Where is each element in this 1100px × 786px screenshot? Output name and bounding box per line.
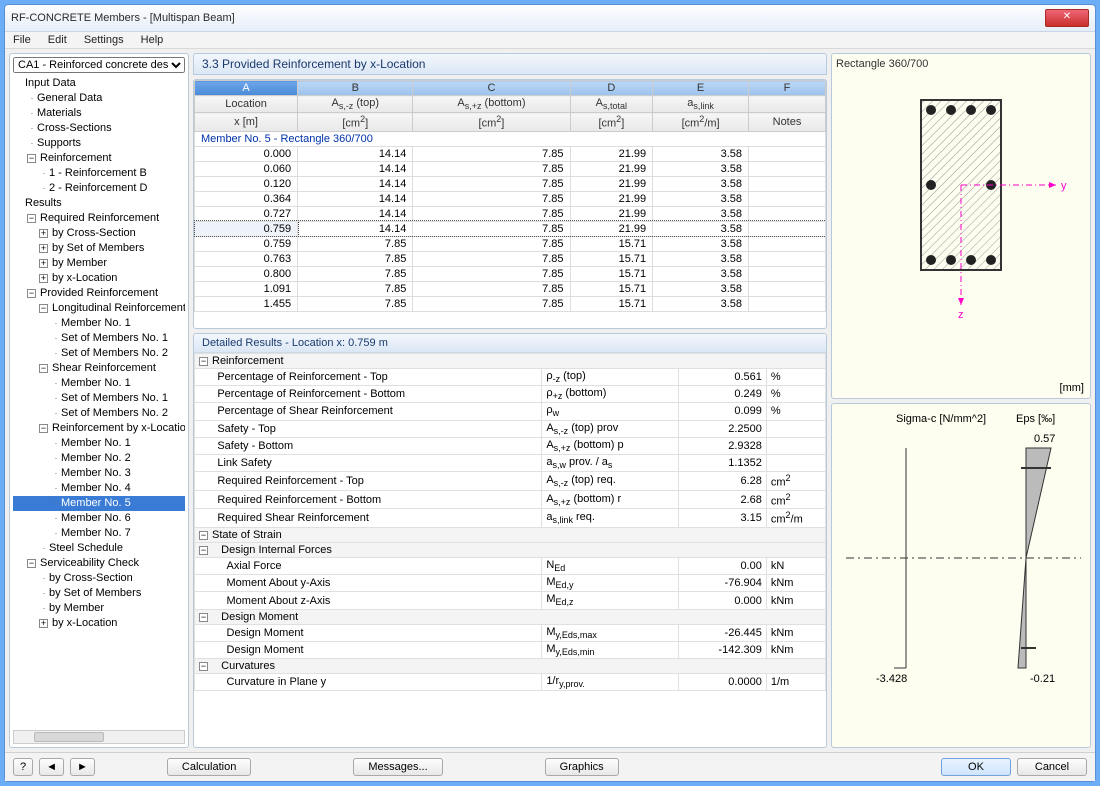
details-table[interactable]: −Reinforcement Percentage of Reinforceme… <box>194 353 826 691</box>
tree-node[interactable]: ·Set of Members No. 2 <box>13 346 185 361</box>
tree-node[interactable]: +by x-Location <box>13 271 185 286</box>
center-panel: 3.3 Provided Reinforcement by x-Location… <box>193 53 827 748</box>
tree-node[interactable]: +by Cross-Section <box>13 226 185 241</box>
tree-hscroll[interactable] <box>13 730 185 744</box>
tree-node[interactable]: ·Member No. 1 <box>13 376 185 391</box>
tree-node[interactable]: ·by Cross-Section <box>13 571 185 586</box>
tree-node[interactable]: ·2 - Reinforcement D <box>13 181 185 196</box>
tree-node[interactable]: ·by Member <box>13 601 185 616</box>
tree-node[interactable]: −Shear Reinforcement <box>13 361 185 376</box>
tree-node[interactable]: Results <box>13 196 185 211</box>
right-panel: Rectangle 360/700 yz [mm] Sigma-c [N/mm^… <box>831 53 1091 748</box>
tree-node[interactable]: +by Member <box>13 256 185 271</box>
cross-section-panel: Rectangle 360/700 yz [mm] <box>831 53 1091 399</box>
next-button[interactable]: ► <box>70 758 95 776</box>
case-selector[interactable]: CA1 - Reinforced concrete desi <box>13 57 185 73</box>
tree-node[interactable]: ·Member No. 7 <box>13 526 185 541</box>
tree-node[interactable]: ·by Set of Members <box>13 586 185 601</box>
tree-node[interactable]: +by Set of Members <box>13 241 185 256</box>
tree-node[interactable]: ·Member No. 3 <box>13 466 185 481</box>
tree-node[interactable]: Input Data <box>13 76 185 91</box>
svg-text:-3.428: -3.428 <box>876 673 907 685</box>
svg-text:-0.21: -0.21 <box>1030 673 1055 685</box>
tree-node[interactable]: ·Set of Members No. 2 <box>13 406 185 421</box>
footer-bar: ? ◄ ► Calculation Messages... Graphics O… <box>5 752 1095 781</box>
title-bar: RF-CONCRETE Members - [Multispan Beam] ✕ <box>5 5 1095 32</box>
tree-node[interactable]: ·Set of Members No. 1 <box>13 331 185 346</box>
tree-node[interactable]: ·Set of Members No. 1 <box>13 391 185 406</box>
cross-section-title: Rectangle 360/700 <box>836 58 1086 70</box>
menu-edit[interactable]: Edit <box>48 34 67 46</box>
ok-button[interactable]: OK <box>941 758 1011 776</box>
menu-file[interactable]: File <box>13 34 31 46</box>
reinforcement-table[interactable]: ABCDEFLocationAs,-z (top)As,+z (bottom)A… <box>193 79 827 329</box>
nav-tree[interactable]: Input Data·General Data·Materials·Cross-… <box>13 76 185 725</box>
tree-node[interactable]: −Reinforcement by x-Location <box>13 421 185 436</box>
tree-node[interactable]: ·Cross-Sections <box>13 121 185 136</box>
graphics-button[interactable]: Graphics <box>545 758 619 776</box>
cancel-button[interactable]: Cancel <box>1017 758 1087 776</box>
tree-node[interactable]: −Required Reinforcement <box>13 211 185 226</box>
svg-text:y: y <box>1061 180 1067 192</box>
messages-button[interactable]: Messages... <box>353 758 442 776</box>
tree-node[interactable]: ·General Data <box>13 91 185 106</box>
section-title: 3.3 Provided Reinforcement by x-Location <box>193 53 827 75</box>
tree-node[interactable]: −Serviceability Check <box>13 556 185 571</box>
tree-node[interactable]: ·Materials <box>13 106 185 121</box>
tree-node[interactable]: −Longitudinal Reinforcement <box>13 301 185 316</box>
svg-text:Eps [‰]: Eps [‰] <box>1016 413 1055 425</box>
app-window: RF-CONCRETE Members - [Multispan Beam] ✕… <box>4 4 1096 782</box>
tree-node[interactable]: ·Member No. 1 <box>13 436 185 451</box>
tree-node[interactable]: +by x-Location <box>13 616 185 631</box>
cross-section-unit: [mm] <box>1060 382 1084 394</box>
menu-help[interactable]: Help <box>141 34 164 46</box>
svg-text:z: z <box>958 309 964 321</box>
tree-node[interactable]: −Reinforcement <box>13 151 185 166</box>
details-title: Detailed Results - Location x: 0.759 m <box>194 334 826 353</box>
tree-node[interactable]: ·Member No. 6 <box>13 511 185 526</box>
close-button[interactable]: ✕ <box>1045 9 1089 27</box>
stress-strain-diagram: Sigma-c [N/mm^2] Eps [‰] -3.428 0.57 -0.21 <box>836 408 1086 708</box>
tree-node[interactable]: ·Member No. 1 <box>13 316 185 331</box>
cross-section-diagram: yz <box>836 70 1086 360</box>
tree-node[interactable]: ·1 - Reinforcement B <box>13 166 185 181</box>
menu-settings[interactable]: Settings <box>84 34 124 46</box>
tree-node[interactable]: ·Steel Schedule <box>13 541 185 556</box>
svg-text:Sigma-c [N/mm^2]: Sigma-c [N/mm^2] <box>896 413 986 425</box>
tree-node[interactable]: ·Supports <box>13 136 185 151</box>
menu-bar: File Edit Settings Help <box>5 32 1095 49</box>
svg-text:0.57: 0.57 <box>1034 433 1055 445</box>
window-title: RF-CONCRETE Members - [Multispan Beam] <box>11 12 1045 24</box>
help-button[interactable]: ? <box>13 758 33 776</box>
left-panel: CA1 - Reinforced concrete desi Input Dat… <box>9 53 189 748</box>
tree-node[interactable]: −Provided Reinforcement <box>13 286 185 301</box>
details-panel: Detailed Results - Location x: 0.759 m −… <box>193 333 827 748</box>
prev-button[interactable]: ◄ <box>39 758 64 776</box>
tree-node[interactable]: ·Member No. 2 <box>13 451 185 466</box>
tree-node[interactable]: ·Member No. 4 <box>13 481 185 496</box>
tree-node[interactable]: ·Member No. 5 <box>13 496 185 511</box>
calculation-button[interactable]: Calculation <box>167 758 251 776</box>
stress-strain-panel: Sigma-c [N/mm^2] Eps [‰] -3.428 0.57 -0.21 <box>831 403 1091 749</box>
